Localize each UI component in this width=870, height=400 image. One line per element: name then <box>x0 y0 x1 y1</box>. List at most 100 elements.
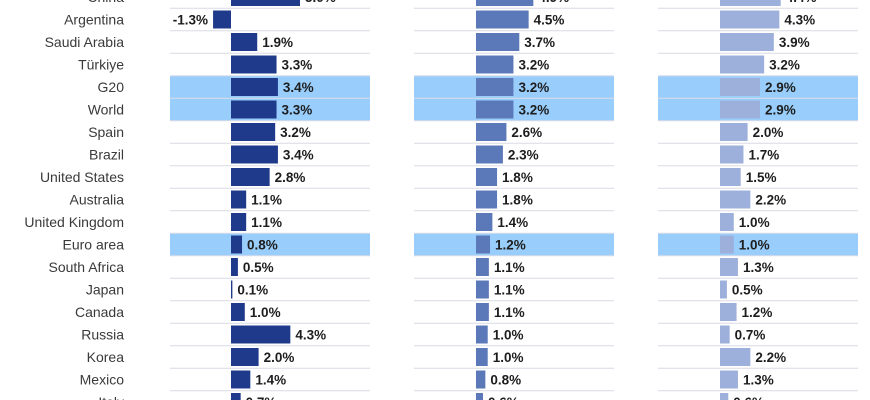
value-label-china-series-1: 5.0% <box>305 0 336 5</box>
value-label-g20-series-3: 2.9% <box>765 80 796 95</box>
country-label-russia: Russia <box>81 327 124 343</box>
bar-united-kingdom-series-2 <box>476 213 493 231</box>
gridlines <box>170 7 858 392</box>
value-label-euro-area-series-3: 1.0% <box>739 238 770 253</box>
value-label-canada-series-3: 1.2% <box>742 305 773 320</box>
country-label-south-africa: South Africa <box>49 259 125 275</box>
bar-brazil-series-3 <box>720 145 744 164</box>
country-label-world: World <box>88 102 124 118</box>
value-label-spain-series-3: 2.0% <box>753 125 784 140</box>
value-label-saudi-arabia-series-2: 3.7% <box>524 35 555 50</box>
value-label-world-series-2: 3.2% <box>518 103 549 118</box>
country-label-brazil: Brazil <box>89 147 124 163</box>
bar-china-series-3 <box>720 0 781 6</box>
country-label-korea: Korea <box>87 349 125 365</box>
value-label-australia-series-3: 2.2% <box>755 193 786 208</box>
value-label-korea-series-1: 2.0% <box>264 350 295 365</box>
bar-world-series-2 <box>476 100 514 119</box>
value-label-turkiye-series-2: 3.2% <box>518 58 549 73</box>
bar-italy-series-1 <box>231 393 241 400</box>
bar-euro-area-series-2 <box>476 235 491 254</box>
value-label-russia-series-2: 1.0% <box>493 328 524 343</box>
bar-canada-series-2 <box>476 303 489 321</box>
value-label-italy-series-1: 0.7% <box>246 395 277 400</box>
highlight-band-euro-area-panel-2 <box>414 233 614 256</box>
bar-saudi-arabia-series-3 <box>720 33 774 51</box>
bar-russia-series-2 <box>476 325 488 344</box>
value-label-united-states-series-1: 2.8% <box>275 170 306 185</box>
bar-italy-series-3 <box>720 393 729 400</box>
bar-spain-series-2 <box>476 123 507 141</box>
value-label-south-africa-series-2: 1.1% <box>494 260 525 275</box>
bar-russia-series-3 <box>720 325 730 344</box>
value-label-euro-area-series-1: 0.8% <box>247 238 278 253</box>
value-label-world-series-3: 2.9% <box>765 103 796 118</box>
bar-russia-series-1 <box>231 325 291 344</box>
bar-turkiye-series-3 <box>720 55 765 74</box>
highlight-band-euro-area-panel-1 <box>170 233 370 256</box>
bar-argentina-series-1 <box>213 10 231 29</box>
bar-euro-area-series-3 <box>720 235 734 254</box>
value-label-russia-series-3: 0.7% <box>735 328 766 343</box>
bar-world-series-1 <box>231 100 277 119</box>
bar-argentina-series-3 <box>720 10 780 29</box>
value-label-argentina-series-3: 4.3% <box>784 13 815 28</box>
value-label-g20-series-2: 3.2% <box>518 80 549 95</box>
value-label-g20-series-1: 3.4% <box>283 80 314 95</box>
bar-canada-series-1 <box>231 303 245 321</box>
bar-china-series-1 <box>231 0 300 6</box>
value-label-australia-series-2: 1.8% <box>502 193 533 208</box>
value-label-japan-series-3: 0.5% <box>732 283 763 298</box>
value-label-japan-series-1: 0.1% <box>237 283 268 298</box>
value-label-euro-area-series-2: 1.2% <box>495 238 526 253</box>
bar-australia-series-2 <box>476 190 498 209</box>
bar-argentina-series-2 <box>476 10 529 29</box>
bar-china-series-2 <box>476 0 534 6</box>
country-label-united-states: United States <box>40 169 124 185</box>
highlight-band-euro-area-panel-3 <box>658 233 858 256</box>
bar-united-kingdom-series-1 <box>231 213 247 231</box>
value-label-south-africa-series-3: 1.3% <box>743 260 774 275</box>
value-label-italy-series-2: 0.6% <box>488 395 519 400</box>
bar-saudi-arabia-series-2 <box>476 33 520 51</box>
value-label-turkiye-series-1: 3.3% <box>282 58 313 73</box>
bar-g20-series-1 <box>231 78 278 96</box>
value-label-south-africa-series-1: 0.5% <box>243 260 274 275</box>
bar-united-states-series-2 <box>476 168 498 186</box>
country-label-united-kingdom: United Kingdom <box>24 214 124 230</box>
value-label-brazil-series-2: 2.3% <box>508 148 539 163</box>
bar-brazil-series-1 <box>231 145 278 164</box>
bar-korea-series-2 <box>476 348 488 366</box>
country-label-australia: Australia <box>70 192 125 208</box>
bar-mexico-series-1 <box>231 370 251 389</box>
value-label-brazil-series-1: 3.4% <box>283 148 314 163</box>
bar-united-states-series-1 <box>231 168 270 186</box>
value-label-mexico-series-1: 1.4% <box>255 373 286 388</box>
bar-turkiye-series-2 <box>476 55 514 74</box>
value-label-saudi-arabia-series-3: 3.9% <box>779 35 810 50</box>
value-label-united-states-series-3: 1.5% <box>746 170 777 185</box>
bar-mexico-series-2 <box>476 370 486 389</box>
bar-japan-series-1 <box>231 280 233 299</box>
value-labels: 5.0% 4.9% 4.4% -1.3% 4.5% 4.3% 1.9% 3.7% 3.9% 3.3… <box>173 0 817 400</box>
bar-canada-series-3 <box>720 303 737 321</box>
country-label-japan: Japan <box>86 282 124 298</box>
country-label-china: China <box>87 0 124 5</box>
value-label-turkiye-series-3: 3.2% <box>769 58 800 73</box>
bar-mexico-series-3 <box>720 370 738 389</box>
bar-turkiye-series-1 <box>231 55 277 74</box>
bar-united-states-series-3 <box>720 168 741 186</box>
value-label-united-kingdom-series-1: 1.1% <box>251 215 282 230</box>
country-label-saudi-arabia: Saudi Arabia <box>45 34 125 50</box>
bar-united-kingdom-series-3 <box>720 213 734 231</box>
value-label-japan-series-2: 1.1% <box>494 283 525 298</box>
bar-brazil-series-2 <box>476 145 503 164</box>
value-label-canada-series-2: 1.1% <box>494 305 525 320</box>
value-label-united-kingdom-series-2: 1.4% <box>497 215 528 230</box>
bar-australia-series-1 <box>231 190 247 209</box>
country-label-g20: G20 <box>98 79 125 95</box>
country-label-turkiye: Türkiye <box>78 57 124 73</box>
value-label-argentina-series-1: -1.3% <box>173 13 208 28</box>
bars <box>213 0 781 400</box>
